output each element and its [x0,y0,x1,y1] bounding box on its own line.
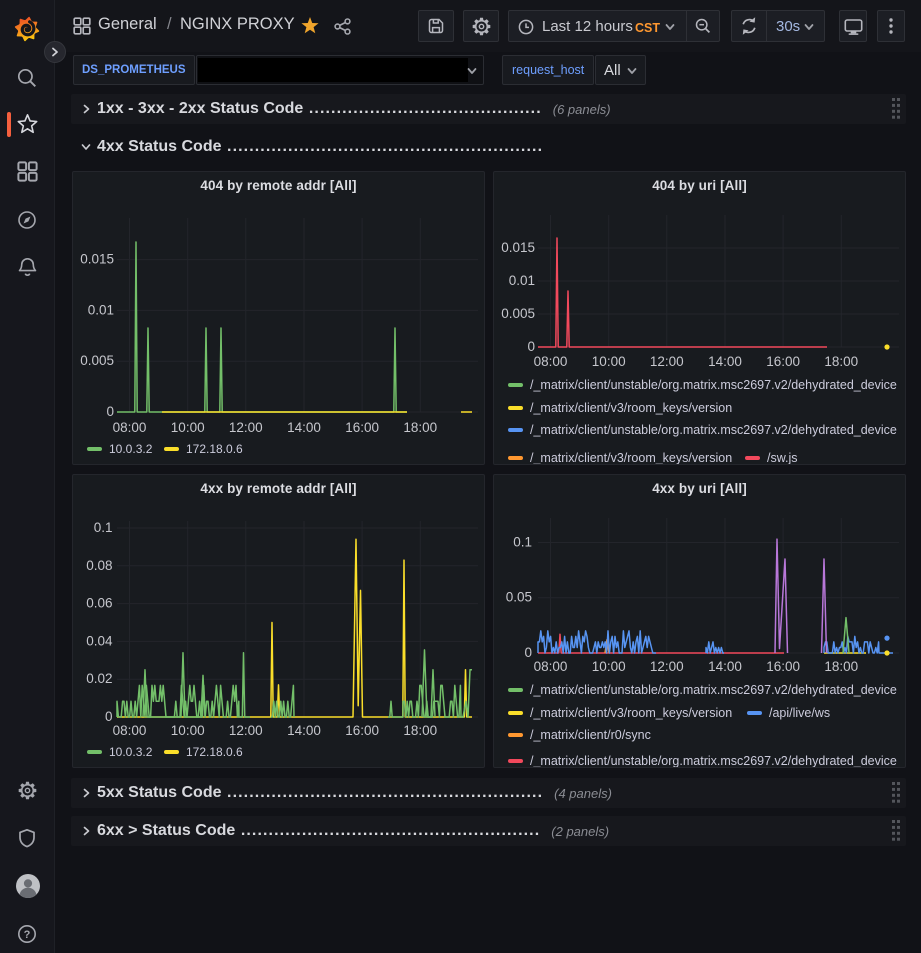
svg-text:0.02: 0.02 [86,671,112,686]
svg-text:10:00: 10:00 [592,354,626,369]
svg-text:0.04: 0.04 [86,633,113,648]
svg-text:0.1: 0.1 [513,535,532,550]
svg-text:0: 0 [524,645,532,660]
svg-text:08:00: 08:00 [113,723,147,738]
svg-text:18:00: 18:00 [403,420,437,435]
svg-text:12:00: 12:00 [650,354,684,369]
svg-text:14:00: 14:00 [287,723,321,738]
svg-text:12:00: 12:00 [229,723,263,738]
svg-text:10:00: 10:00 [171,420,205,435]
svg-text:14:00: 14:00 [287,420,321,435]
svg-text:08:00: 08:00 [113,420,147,435]
svg-text:0.005: 0.005 [501,306,535,321]
svg-text:18:00: 18:00 [403,723,437,738]
svg-text:0: 0 [106,404,114,419]
svg-text:0.015: 0.015 [501,240,535,255]
svg-text:0.08: 0.08 [86,558,112,573]
svg-text:0: 0 [105,709,113,724]
svg-text:14:00: 14:00 [708,659,742,674]
svg-text:?: ? [24,929,31,941]
svg-text:12:00: 12:00 [229,420,263,435]
svg-text:0.015: 0.015 [80,252,114,267]
svg-text:18:00: 18:00 [824,354,858,369]
svg-text:0.05: 0.05 [506,590,532,605]
svg-text:10:00: 10:00 [592,659,626,674]
svg-text:10:00: 10:00 [171,723,205,738]
svg-text:14:00: 14:00 [708,354,742,369]
svg-text:18:00: 18:00 [824,659,858,674]
svg-text:08:00: 08:00 [534,354,568,369]
svg-text:16:00: 16:00 [345,420,379,435]
svg-text:12:00: 12:00 [650,659,684,674]
svg-text:0.06: 0.06 [86,596,112,611]
svg-text:16:00: 16:00 [766,354,800,369]
svg-text:0.005: 0.005 [80,353,114,368]
svg-text:0.01: 0.01 [88,302,114,317]
svg-text:16:00: 16:00 [766,659,800,674]
svg-text:08:00: 08:00 [534,659,568,674]
svg-text:0.1: 0.1 [94,520,113,535]
svg-text:0: 0 [527,339,535,354]
svg-text:0.01: 0.01 [509,273,535,288]
svg-text:16:00: 16:00 [345,723,379,738]
